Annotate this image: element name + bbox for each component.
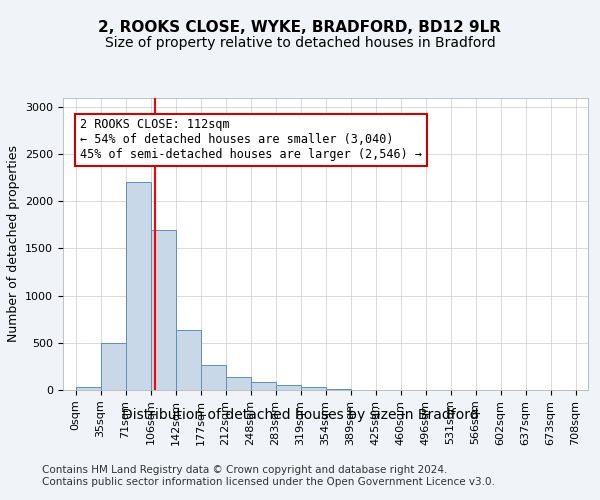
Bar	[251, 382, 275, 390]
Bar	[125, 182, 151, 390]
Bar	[151, 230, 176, 390]
Y-axis label: Number of detached properties: Number of detached properties	[7, 145, 20, 342]
Bar	[200, 364, 226, 390]
Bar	[275, 386, 301, 390]
Bar	[176, 330, 200, 390]
Bar	[226, 377, 251, 390]
Bar	[76, 387, 101, 390]
Bar	[301, 387, 325, 390]
Bar	[325, 389, 350, 390]
Text: Distribution of detached houses by size in Bradford: Distribution of detached houses by size …	[122, 408, 478, 422]
Text: Size of property relative to detached houses in Bradford: Size of property relative to detached ho…	[104, 36, 496, 50]
Text: 2, ROOKS CLOSE, WYKE, BRADFORD, BD12 9LR: 2, ROOKS CLOSE, WYKE, BRADFORD, BD12 9LR	[98, 20, 502, 35]
Bar	[101, 343, 125, 390]
Text: Contains HM Land Registry data © Crown copyright and database right 2024.
Contai: Contains HM Land Registry data © Crown c…	[42, 465, 495, 486]
Text: 2 ROOKS CLOSE: 112sqm
← 54% of detached houses are smaller (3,040)
45% of semi-d: 2 ROOKS CLOSE: 112sqm ← 54% of detached …	[80, 118, 422, 162]
